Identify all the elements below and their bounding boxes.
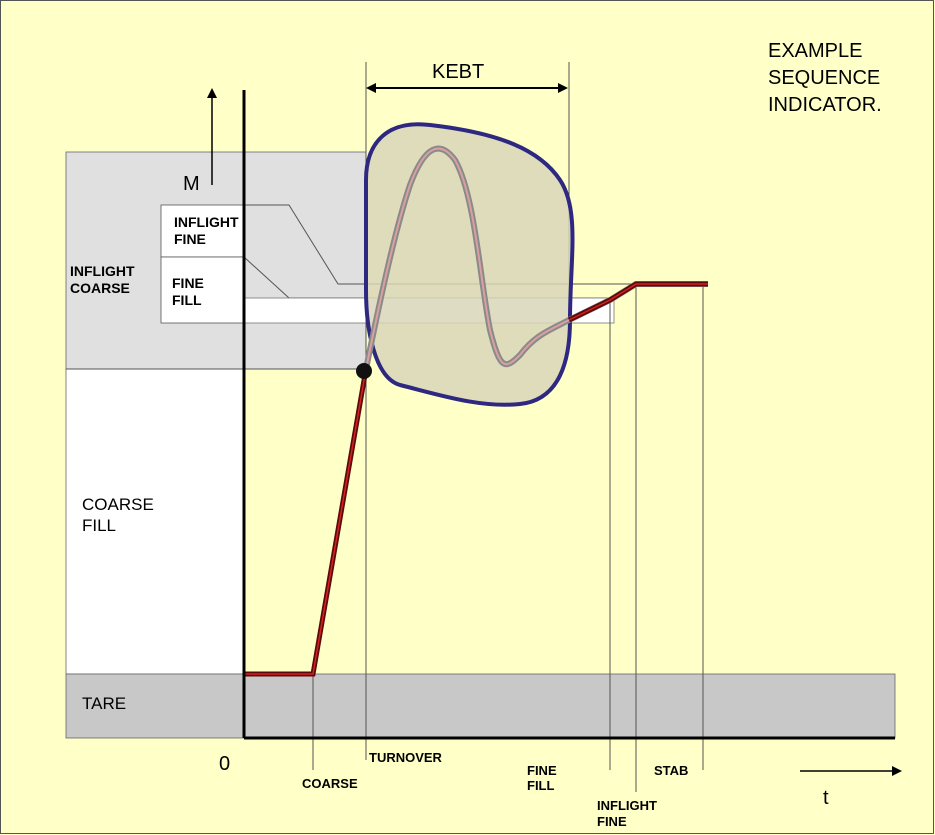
fine-fill-event-label-2: FILL bbox=[527, 778, 554, 793]
inflight-fine-event-label-2: FINE bbox=[597, 814, 627, 829]
settle-curve-highlight bbox=[568, 283, 708, 321]
y-axis-label: M bbox=[183, 173, 200, 195]
title-line-1: EXAMPLE bbox=[768, 40, 862, 62]
tare-label: TARE bbox=[82, 694, 126, 713]
kebt-region-blob bbox=[364, 122, 575, 407]
inflight-fine-label-2: FINE bbox=[174, 231, 206, 247]
coarse-event-label: COARSE bbox=[302, 776, 358, 791]
kebt-label: KEBT bbox=[432, 61, 484, 83]
turnover-event-label: TURNOVER bbox=[369, 750, 443, 765]
coarse-fill-label-2: FILL bbox=[82, 516, 116, 535]
x-axis-label: t bbox=[823, 787, 829, 809]
inflight-fine-label-1: INFLIGHT bbox=[174, 214, 239, 230]
inflight-fine-event-label-1: INFLIGHT bbox=[597, 798, 657, 813]
weight-curve-base-highlight bbox=[244, 368, 367, 675]
tare-band bbox=[65, 673, 896, 739]
fine-fill-label-2: FILL bbox=[172, 292, 202, 308]
fine-fill-event-label-1: FINE bbox=[527, 763, 557, 778]
inflight-fine-box bbox=[160, 204, 245, 258]
inflight-coarse-label-2: COARSE bbox=[70, 280, 130, 296]
overshoot-curve-highlight bbox=[365, 147, 570, 370]
origin-label: 0 bbox=[219, 753, 230, 775]
title-line-3: INDICATOR. bbox=[768, 94, 882, 116]
coarse-fill-label-1: COARSE bbox=[82, 495, 154, 514]
title-line-2: SEQUENCE bbox=[768, 67, 880, 89]
stab-event-label: STAB bbox=[654, 763, 688, 778]
fine-fill-label-1: FINE bbox=[172, 275, 204, 291]
inflight-coarse-label-1: INFLIGHT bbox=[70, 263, 135, 279]
fine-fill-box bbox=[160, 256, 245, 324]
turnover-point bbox=[356, 363, 372, 379]
